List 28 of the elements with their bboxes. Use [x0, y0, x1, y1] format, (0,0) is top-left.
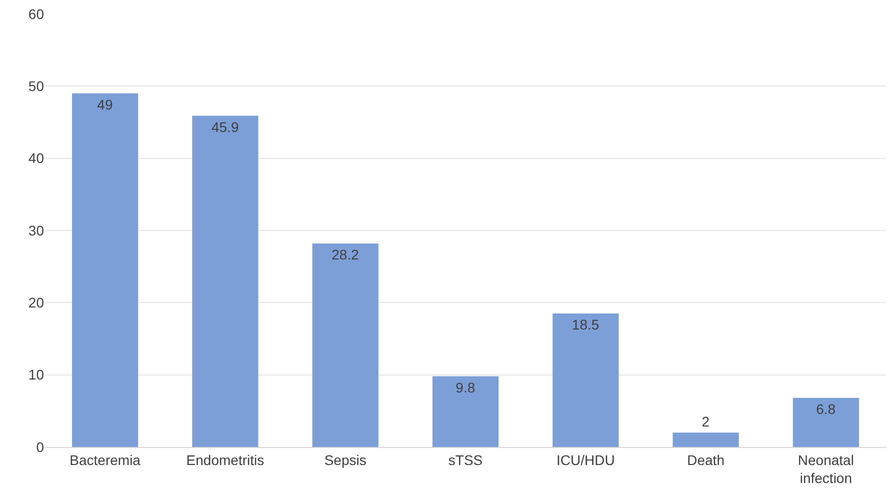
x-tick-label: Sepsis	[324, 452, 366, 468]
y-tick-label: 60	[28, 6, 44, 22]
bar	[432, 376, 499, 447]
y-tick-label: 40	[28, 150, 44, 166]
data-label: 49	[97, 96, 113, 112]
x-tick-label: Endometritis	[186, 452, 264, 468]
y-tick-label: 0	[36, 438, 44, 455]
y-tick-label: 10	[28, 366, 44, 383]
data-label: 2	[702, 414, 710, 430]
bar	[312, 243, 378, 447]
bar	[792, 398, 859, 447]
x-tick-label: Neonatal infection	[798, 452, 854, 486]
bar	[552, 313, 619, 447]
bar	[672, 432, 739, 447]
y-tick-label: 20	[28, 294, 44, 311]
x-tick-label: ICU/HDU	[556, 452, 615, 468]
data-label: 28.2	[332, 246, 360, 262]
data-label: 6.8	[816, 400, 836, 417]
data-label: 18.5	[572, 316, 600, 332]
bar	[192, 116, 258, 447]
y-tick-label: 50	[28, 78, 44, 94]
x-tick-label: Bacteremia	[70, 452, 141, 468]
x-tick-label: sTSS	[448, 452, 483, 468]
data-label: 9.8	[456, 379, 476, 396]
y-tick-label: 30	[28, 222, 44, 238]
bar	[72, 93, 138, 447]
x-tick-label: Death	[687, 452, 724, 468]
data-label: 45.9	[211, 118, 239, 135]
